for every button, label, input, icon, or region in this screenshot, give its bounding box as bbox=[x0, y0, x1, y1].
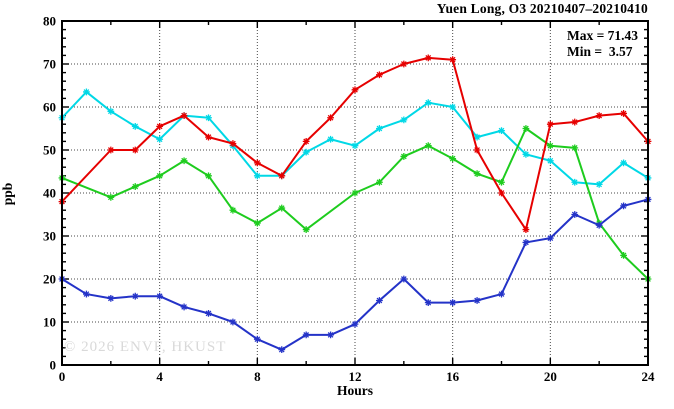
svg-text:60: 60 bbox=[43, 100, 56, 115]
svg-text:24: 24 bbox=[642, 369, 656, 384]
y-axis-label: ppb bbox=[0, 182, 15, 206]
svg-text:30: 30 bbox=[43, 229, 56, 244]
svg-text:12: 12 bbox=[349, 369, 362, 384]
chart-title: Yuen Long, O3 20210407–20210410 bbox=[436, 1, 648, 16]
watermark: © 2026 ENVF, HKUST bbox=[64, 339, 227, 355]
svg-text:20: 20 bbox=[43, 272, 56, 287]
max-min-annotation: Max = 71.43 Min = 3.57 bbox=[567, 28, 638, 60]
svg-text:70: 70 bbox=[43, 57, 56, 72]
svg-text:0: 0 bbox=[59, 369, 66, 384]
svg-text:40: 40 bbox=[43, 186, 56, 201]
min-value: Min = 3.57 bbox=[567, 44, 633, 59]
svg-text:16: 16 bbox=[446, 369, 460, 384]
x-axis-label: Hours bbox=[336, 383, 373, 398]
svg-text:50: 50 bbox=[43, 143, 56, 158]
svg-text:4: 4 bbox=[156, 369, 163, 384]
svg-text:10: 10 bbox=[43, 315, 56, 330]
svg-text:80: 80 bbox=[43, 14, 56, 29]
svg-text:8: 8 bbox=[254, 369, 261, 384]
svg-text:0: 0 bbox=[50, 358, 57, 373]
max-value: Max = 71.43 bbox=[567, 28, 639, 43]
svg-text:20: 20 bbox=[544, 369, 557, 384]
